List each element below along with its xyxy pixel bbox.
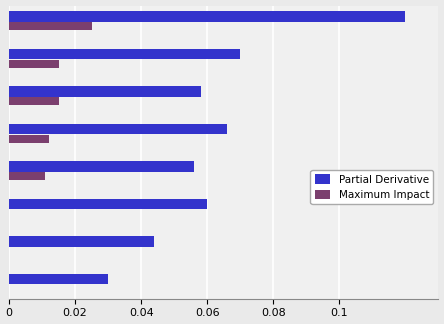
Bar [9, 22, 91, 30]
Bar [9, 274, 108, 284]
Bar [9, 135, 49, 143]
Bar [9, 172, 45, 180]
Bar [9, 97, 59, 105]
Bar [9, 86, 201, 97]
Bar [9, 11, 405, 22]
Legend: Partial Derivative, Maximum Impact: Partial Derivative, Maximum Impact [310, 170, 433, 204]
Bar [9, 49, 240, 59]
Bar [9, 199, 207, 209]
Bar [9, 60, 59, 68]
Bar [9, 161, 194, 172]
Bar [9, 124, 227, 134]
Bar [9, 237, 155, 247]
